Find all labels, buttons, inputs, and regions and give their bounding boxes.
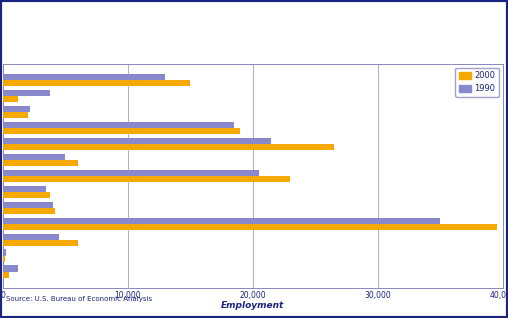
Bar: [3, 74, 165, 80]
Bar: [3, 233, 59, 239]
Bar: [3, 138, 271, 144]
Bar: [3, 250, 6, 256]
Bar: [3, 202, 53, 208]
Bar: [3, 106, 30, 112]
Bar: [3, 96, 18, 102]
Bar: [3, 128, 240, 134]
Bar: [3, 169, 259, 176]
Bar: [3, 239, 78, 245]
Text: Figure 2: Changes in Regional Industry Employment, 1990-2000: Figure 2: Changes in Regional Industry E…: [7, 13, 367, 23]
X-axis label: Employment: Employment: [221, 301, 284, 310]
Text: Source: U.S. Bureau of Economic Analysis: Source: U.S. Bureau of Economic Analysis: [6, 296, 152, 302]
Bar: [3, 272, 9, 278]
Bar: [3, 112, 27, 118]
Legend: 2000, 1990: 2000, 1990: [455, 68, 499, 97]
Bar: [3, 122, 234, 128]
Bar: [3, 160, 78, 166]
Bar: [3, 192, 50, 198]
Bar: [3, 186, 46, 192]
Bar: [3, 218, 440, 224]
Bar: [3, 90, 50, 96]
Bar: [3, 208, 55, 214]
Bar: [3, 144, 334, 150]
Bar: [3, 176, 290, 182]
Text: Manufacturing remains the dominant industry in Region 5: Manufacturing remains the dominant indus…: [7, 43, 349, 53]
Bar: [3, 80, 190, 86]
Bar: [3, 224, 497, 230]
Bar: [3, 154, 65, 160]
Bar: [3, 266, 18, 272]
Bar: [3, 256, 5, 262]
